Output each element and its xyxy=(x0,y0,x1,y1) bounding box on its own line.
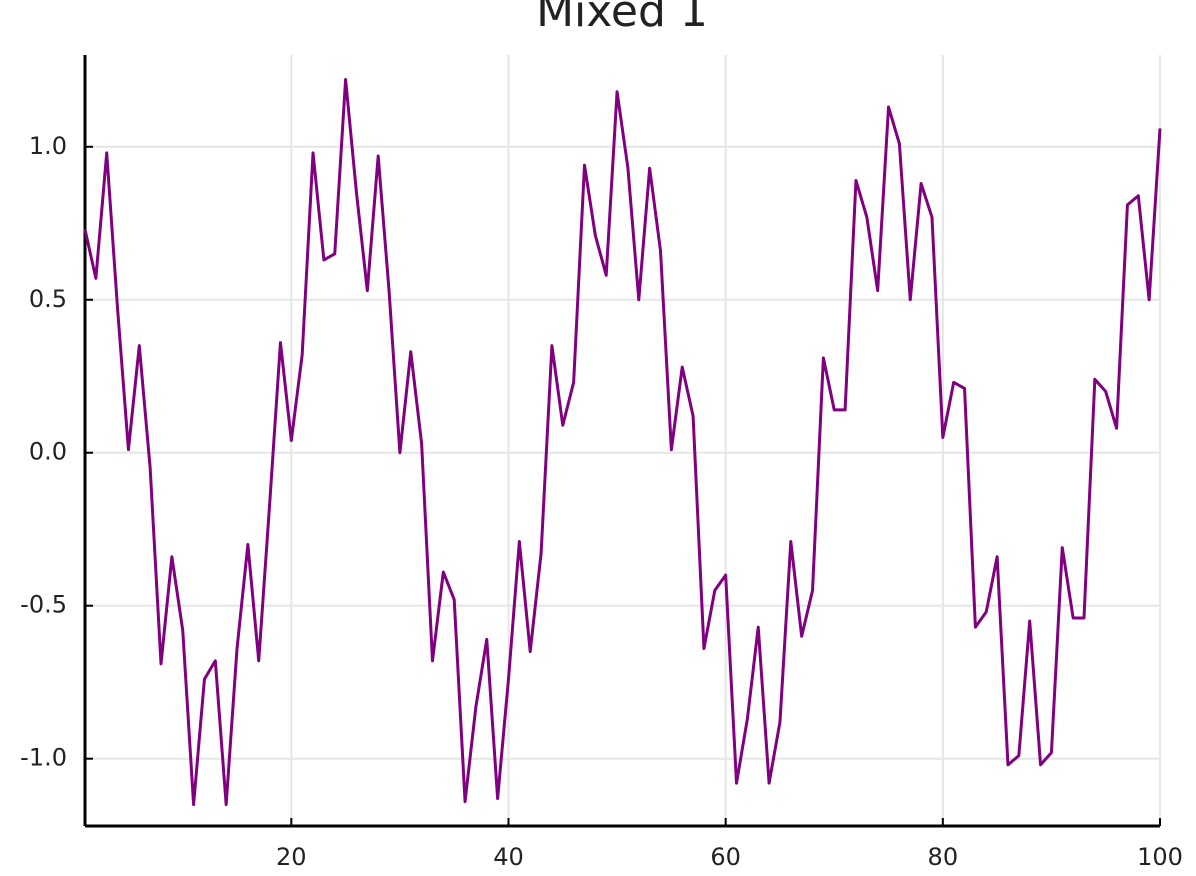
y-tick-label: 0.5 xyxy=(29,285,67,313)
y-tick-label: -1.0 xyxy=(20,744,67,772)
x-tick-label: 40 xyxy=(493,843,524,871)
line-series xyxy=(83,77,1162,807)
y-tick-label: 0.0 xyxy=(29,438,67,466)
x-tick-label: 20 xyxy=(276,843,307,871)
x-tick-label: 100 xyxy=(1137,843,1183,871)
x-tick-label: 60 xyxy=(710,843,741,871)
y-tick-label: -0.5 xyxy=(20,591,67,619)
chart-title: Mixed 1 xyxy=(536,0,708,37)
x-tick-label: 80 xyxy=(928,843,959,871)
y-tick-label: 1.0 xyxy=(29,132,67,160)
